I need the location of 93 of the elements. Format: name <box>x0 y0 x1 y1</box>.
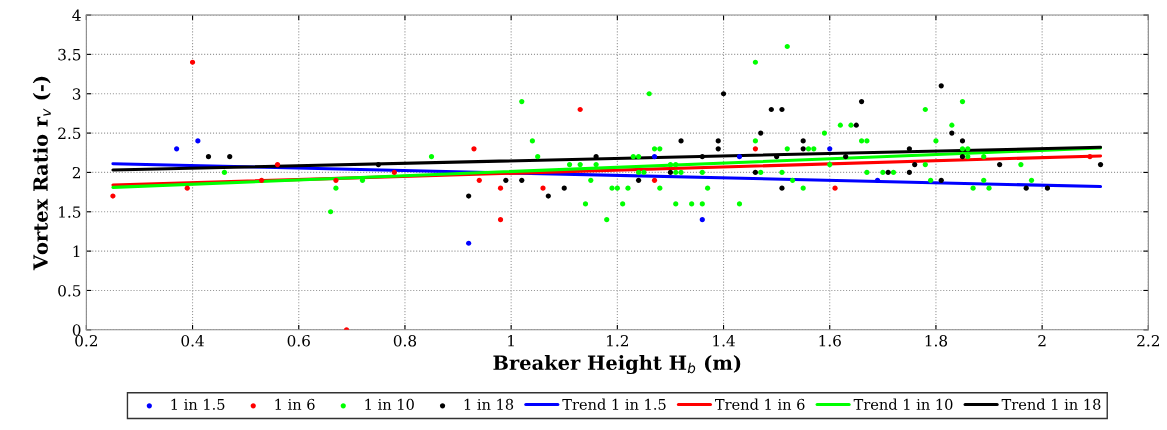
point <box>758 130 764 136</box>
point <box>184 185 190 191</box>
x-tick-label: 1.8 <box>925 334 948 347</box>
point <box>715 138 721 144</box>
point <box>651 177 658 183</box>
y-tick-label: 2.5 <box>58 127 81 140</box>
point <box>503 177 509 183</box>
legend-label: Trend 1 in 6 <box>715 398 805 410</box>
point <box>333 177 339 183</box>
point <box>635 177 642 183</box>
point <box>466 240 472 246</box>
point <box>843 154 849 160</box>
point <box>561 185 567 191</box>
point <box>391 169 397 176</box>
point <box>800 146 806 152</box>
x-tick-label: 1.6 <box>819 334 841 347</box>
legend-label: 1 in 18 <box>464 398 514 410</box>
point <box>720 91 727 97</box>
point <box>227 154 233 160</box>
point <box>699 217 705 223</box>
point <box>768 106 774 113</box>
legend-label: 1 in 10 <box>365 398 414 410</box>
point <box>195 138 201 144</box>
x-tick-label: 2 <box>1038 334 1046 347</box>
x-tick-label: 1 <box>508 334 514 347</box>
point <box>938 177 944 183</box>
point <box>1044 185 1051 191</box>
y-tick-label: 1 <box>73 245 80 257</box>
point <box>853 122 859 128</box>
y-tick-label: 2 <box>72 166 80 179</box>
point <box>715 146 721 152</box>
point <box>545 193 551 199</box>
point <box>885 169 891 176</box>
y-tick-label: 4 <box>72 9 81 21</box>
point <box>205 154 212 160</box>
x-tick-label: 0.4 <box>181 334 204 347</box>
point <box>1097 161 1104 168</box>
point <box>912 161 918 168</box>
point <box>906 146 912 152</box>
point <box>189 59 196 65</box>
point <box>1087 154 1093 160</box>
point <box>827 146 833 152</box>
point <box>779 185 785 191</box>
legend-label: Trend 1 in 1.5 <box>562 398 666 410</box>
legend-label: 1 in 1.5 <box>171 398 225 410</box>
point <box>577 106 583 113</box>
legend-label: Trend 1 in 10 <box>853 398 953 410</box>
point <box>110 193 116 199</box>
point <box>375 161 381 168</box>
y-tick-label: 3 <box>72 88 81 100</box>
point <box>651 154 658 160</box>
y-tick-label: 3.5 <box>58 48 81 61</box>
y-tick-label: 0 <box>72 324 81 336</box>
x-tick-label: 0.8 <box>393 334 417 347</box>
x-tick-label: 2.2 <box>1137 334 1159 347</box>
point <box>997 161 1003 168</box>
point <box>959 154 966 160</box>
point <box>678 138 684 144</box>
point <box>949 130 955 136</box>
point <box>959 138 966 144</box>
y-tick-label: 0.5 <box>58 284 81 297</box>
legend-label: Trend 1 in 18 <box>1001 398 1101 410</box>
point <box>540 185 546 191</box>
y-tick-label: 1.5 <box>59 206 81 218</box>
point <box>519 177 525 183</box>
point <box>497 217 504 223</box>
point <box>699 154 705 160</box>
x-tick-label: 1.4 <box>713 334 735 347</box>
point <box>752 169 758 176</box>
point <box>832 185 838 191</box>
y-axis-title: Vortex Ratio r$_{v}$ (-) <box>32 76 51 271</box>
point <box>859 99 865 105</box>
x-axis-title: Breaker Height H$_{b}$ (m) <box>493 355 741 375</box>
point <box>874 177 881 183</box>
point <box>779 106 785 113</box>
legend-label: 1 in 6 <box>275 398 315 410</box>
point <box>752 146 758 152</box>
point <box>174 146 180 152</box>
point <box>471 146 477 152</box>
point <box>667 169 674 176</box>
point <box>800 138 806 144</box>
point <box>938 83 944 89</box>
point <box>476 177 482 183</box>
point <box>906 169 912 176</box>
x-tick-label: 1.2 <box>607 334 628 347</box>
point <box>497 185 504 191</box>
point <box>1023 185 1029 191</box>
point <box>466 193 472 199</box>
x-tick-label: 0.6 <box>287 334 310 347</box>
point <box>736 154 743 160</box>
point <box>274 161 281 168</box>
x-tick-label: 0.2 <box>75 334 98 347</box>
point <box>258 177 265 183</box>
